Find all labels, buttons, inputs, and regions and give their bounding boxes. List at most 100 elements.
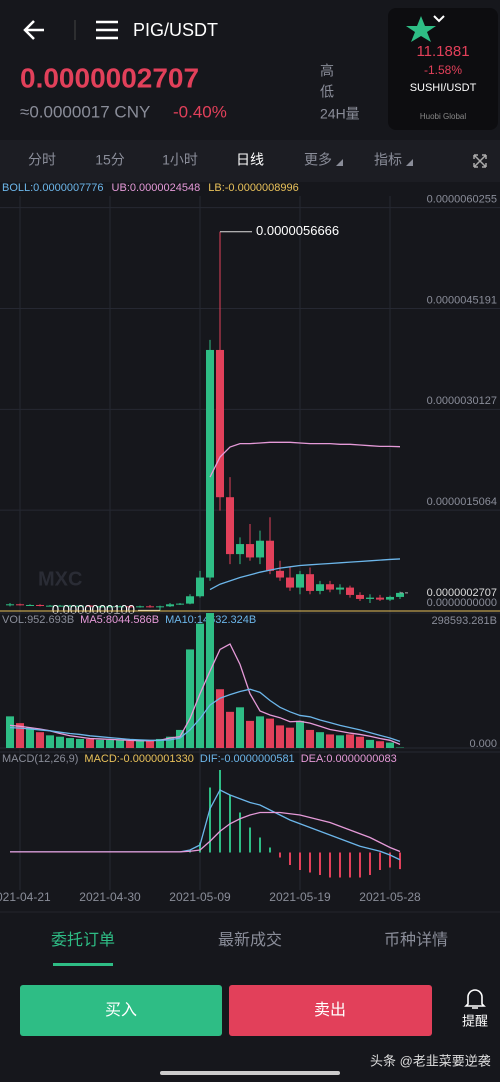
volume-bar: [206, 613, 214, 748]
candle-body: [236, 544, 244, 555]
macd-bar: [199, 842, 201, 853]
macd-line: [10, 811, 401, 853]
candle-body: [266, 540, 274, 571]
volume-bar: [216, 689, 224, 748]
indicator-label: UB:0.0000024548: [112, 182, 201, 194]
volume-bar: [186, 649, 194, 748]
candle-body: [56, 605, 64, 607]
bottom-tab[interactable]: 最新成交: [218, 931, 282, 949]
volume-bar: [326, 734, 334, 748]
macd-bar: [279, 852, 281, 858]
sell-button[interactable]: [229, 985, 432, 1036]
volume-bar: [176, 729, 184, 748]
candle-body: [126, 606, 134, 608]
volume-bar: [356, 736, 364, 748]
x-tick-label: 2021-05-09: [169, 890, 231, 904]
pair-title: PIG/USDT: [133, 20, 218, 40]
macd-bar: [259, 837, 261, 853]
macd-label: MACD:-0.0000001330: [84, 753, 193, 765]
x-tick-label: 2021-05-28: [359, 890, 421, 904]
candle-body: [16, 604, 24, 606]
volume-bar: [306, 729, 314, 748]
macd-label: MACD(12,26,9): [2, 753, 78, 765]
volume-label: VOL:952.693B: [2, 614, 74, 626]
candle-body: [106, 606, 114, 608]
macd-bar: [269, 847, 271, 853]
macd-bar: [309, 852, 311, 873]
macd-bar: [389, 852, 391, 868]
back-button[interactable]: [23, 20, 44, 40]
candle-body: [356, 594, 364, 599]
candle-body: [276, 570, 284, 578]
candle-body: [316, 584, 324, 591]
alert-label[interactable]: 提醒: [462, 1013, 488, 1028]
volume-bar: [296, 720, 304, 748]
popup-price: 11.1881: [416, 43, 469, 60]
candle-body: [36, 604, 44, 606]
bottom-tab[interactable]: 币种详情: [384, 931, 448, 949]
y-tick-label: 298593.281B: [432, 615, 497, 627]
stat-label: 24H量: [320, 106, 360, 122]
volume-bar: [26, 727, 34, 748]
macd-bar: [349, 852, 351, 878]
candle-body: [26, 604, 34, 606]
period-tab[interactable]: 分时: [28, 152, 56, 168]
buy-button[interactable]: [20, 985, 222, 1036]
chevron[interactable]: [433, 15, 445, 23]
menu-button[interactable]: [96, 20, 118, 40]
popup-pair: SUSHI/USDT: [410, 82, 477, 94]
candle-body: [46, 605, 54, 607]
last-price-label: 0.0000002707: [427, 587, 497, 599]
macd-bar: [359, 852, 361, 878]
volume-bar: [256, 716, 264, 748]
high-label: 0.0000056666: [256, 223, 339, 238]
volume-bar: [36, 732, 44, 748]
volume-bar: [6, 716, 14, 748]
period-tab-active[interactable]: 日线: [236, 152, 264, 168]
indicator-label: LB:-0.0000008996: [208, 182, 299, 194]
y-tick-label: 0.0000000000: [427, 597, 497, 609]
macd-bar: [319, 852, 321, 875]
indicator-tab[interactable]: 指标: [374, 152, 402, 168]
candle-body: [6, 604, 14, 606]
candle-body: [366, 597, 374, 599]
y-tick-label: 0.0000030127: [427, 395, 497, 407]
volume-bar: [286, 727, 294, 748]
boll-line: [209, 558, 401, 591]
bottom-tab-active[interactable]: 委托订单: [51, 931, 115, 949]
bell-icon[interactable]: [464, 989, 486, 1009]
macd-bar: [379, 852, 381, 870]
stat-label: 低: [320, 84, 334, 100]
period-tab[interactable]: 1小时: [162, 152, 198, 168]
volume-bar: [336, 735, 344, 748]
star-icon[interactable]: [406, 16, 436, 42]
volume-bar: [156, 738, 164, 748]
candle-body: [176, 603, 184, 605]
dropdown-icon: [336, 159, 343, 166]
more-tab[interactable]: 更多: [304, 152, 332, 168]
volume-bar: [106, 739, 114, 748]
volume-bar: [226, 711, 234, 748]
popup-change: -1.58%: [424, 63, 462, 77]
candle-body: [376, 597, 384, 600]
volume-bar: [366, 739, 374, 748]
volume-bar: [246, 720, 254, 748]
dropdown-icon: [406, 159, 413, 166]
volume-bar: [346, 734, 354, 748]
candle-body: [346, 587, 354, 595]
boll-line: [209, 441, 401, 478]
macd-label: DEA:0.0000000083: [301, 753, 397, 765]
popup-brand: Huobi Global: [420, 112, 466, 121]
volume-bar: [126, 740, 134, 748]
candle-body: [66, 605, 74, 607]
candle-body: [226, 497, 234, 555]
home-indicator: [160, 1071, 340, 1075]
fullscreen-button[interactable]: [473, 154, 487, 168]
candle-body: [136, 606, 144, 608]
macd-bar: [329, 852, 331, 878]
candle-body: [326, 584, 334, 590]
period-tab[interactable]: 15分: [95, 152, 125, 168]
volume-bar: [66, 738, 74, 748]
x-tick-label: 2021-04-30: [79, 890, 141, 904]
